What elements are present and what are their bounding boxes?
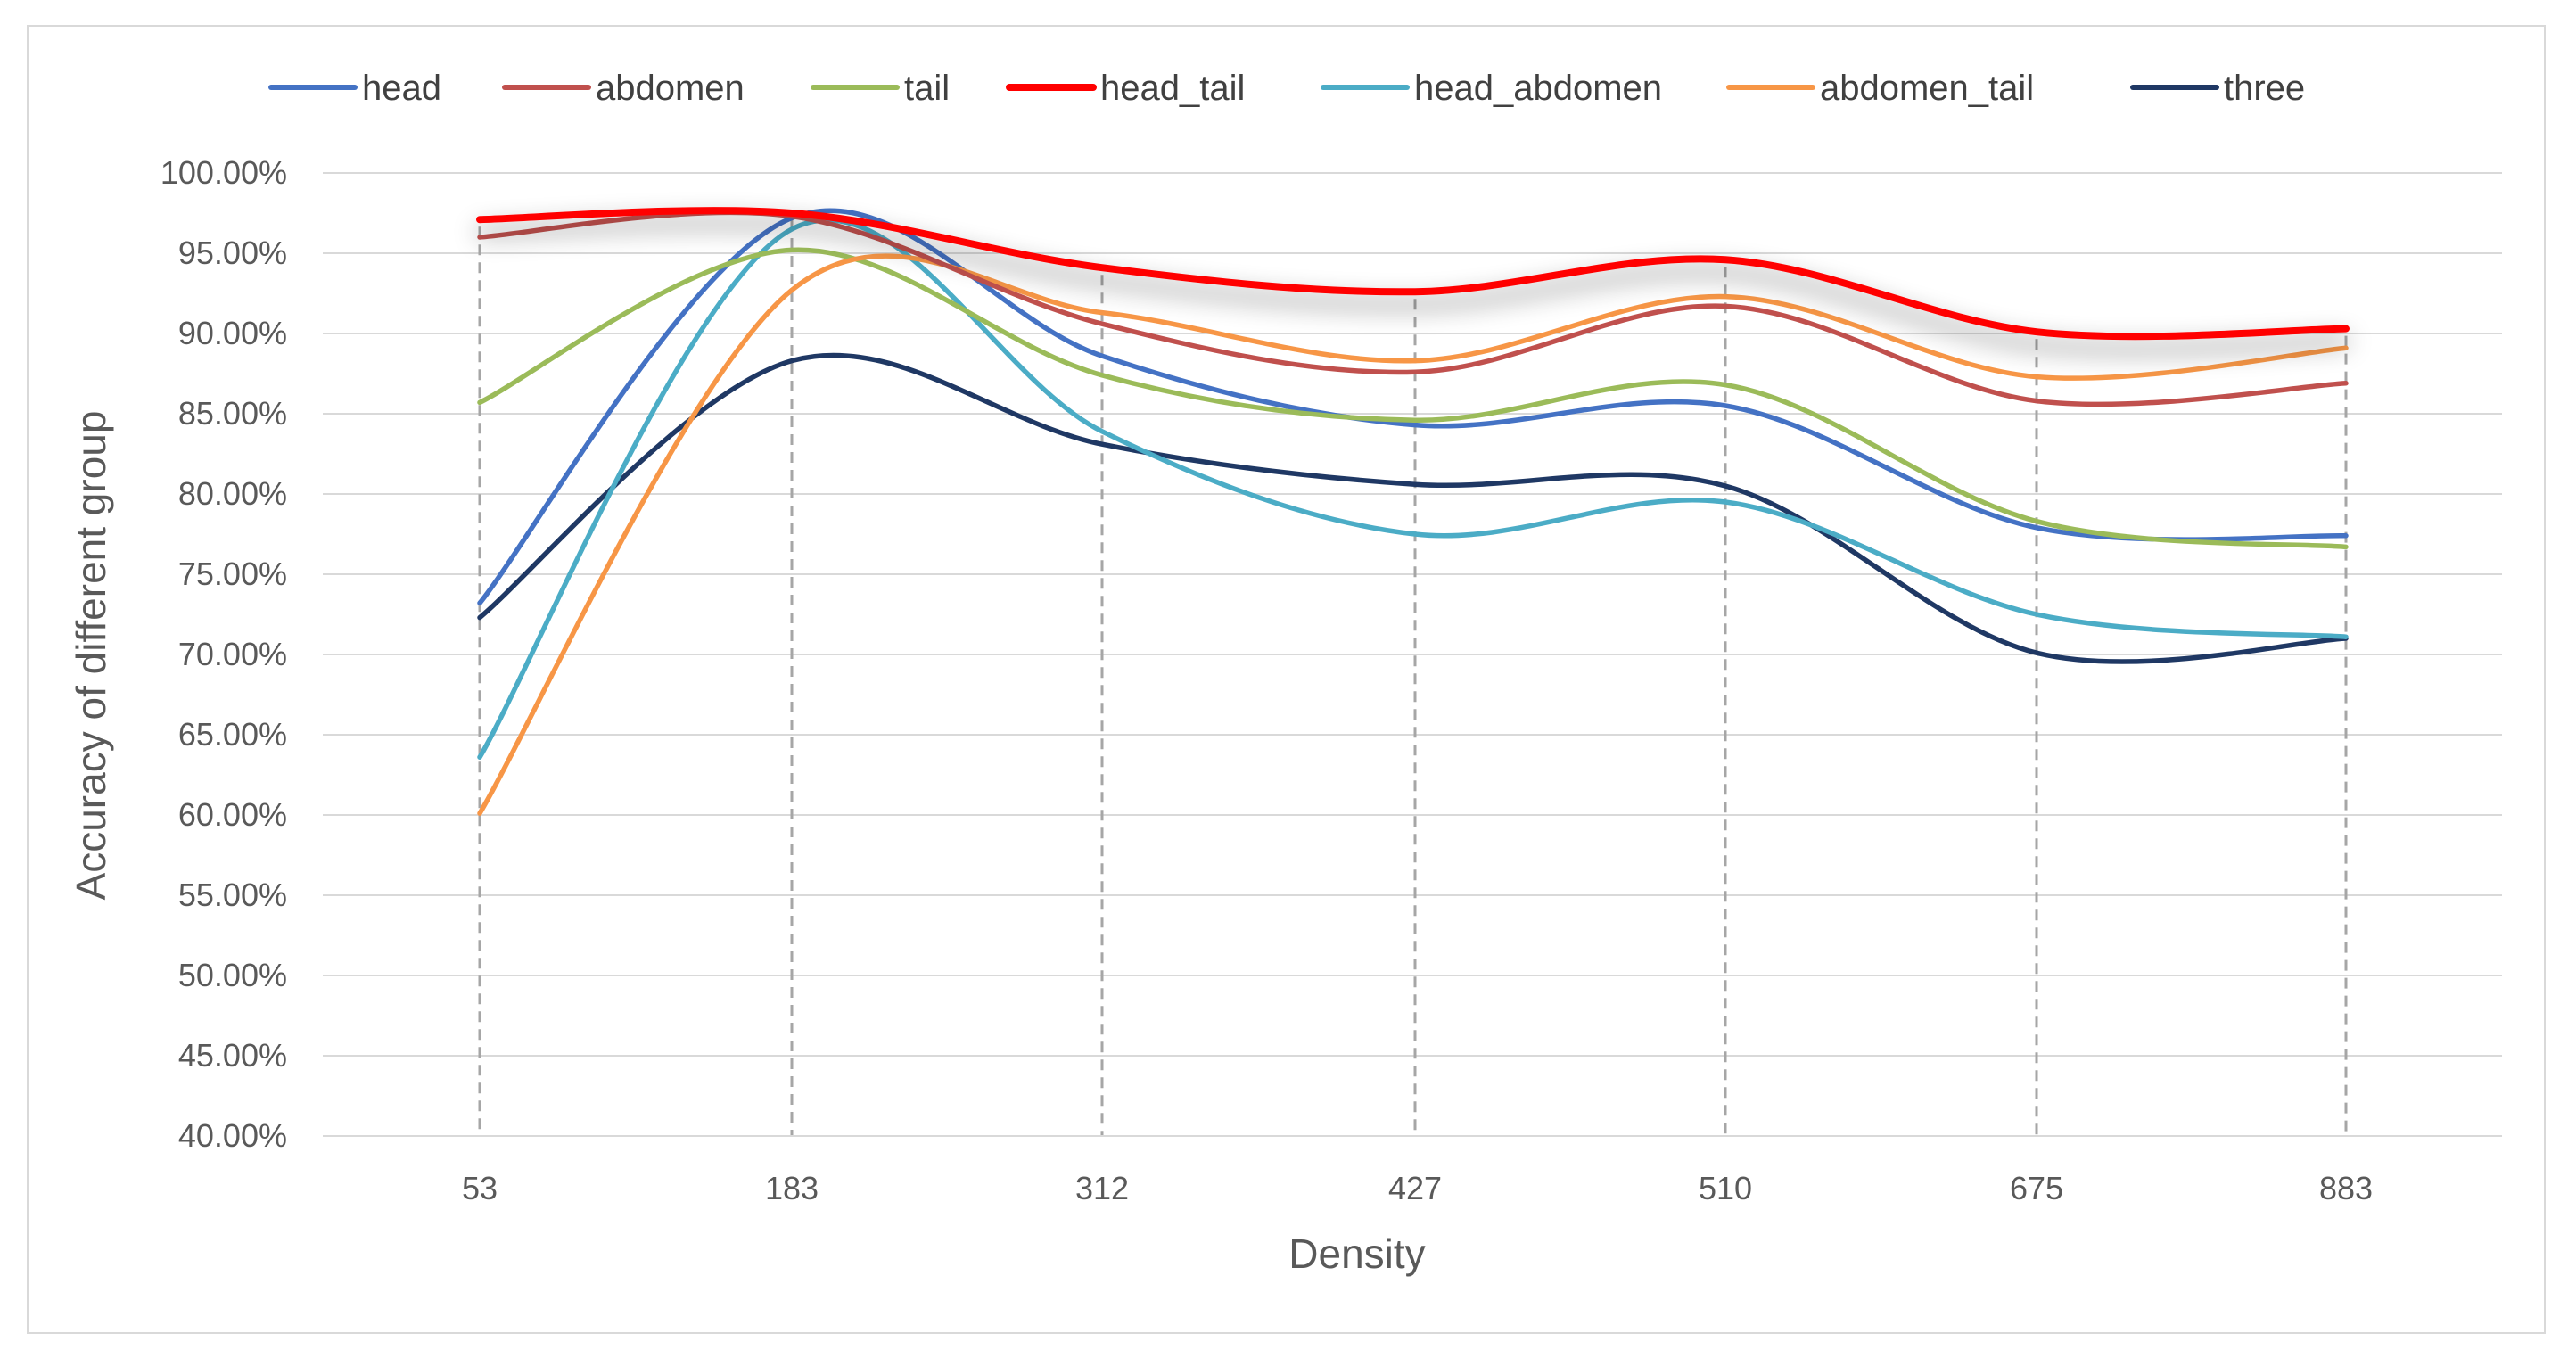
y-axis-title: Accuracy of different group	[68, 411, 114, 901]
y-tick-label: 60.00%	[178, 796, 287, 833]
x-tick-label: 883	[2319, 1170, 2373, 1206]
x-axis-title: Density	[1288, 1230, 1425, 1277]
series-line-head	[477, 208, 2349, 606]
y-tick-label: 55.00%	[178, 877, 287, 913]
legend-item-tail: tail	[811, 69, 950, 108]
legend-item-head: head	[268, 69, 441, 108]
horizontal-gridlines	[323, 172, 2502, 1137]
legend-label: head_tail	[1100, 69, 1245, 108]
legend: head abdomen tail head_tail head_abdomen abdo…	[268, 69, 2305, 108]
legend-label: tail	[904, 69, 950, 108]
legend-label: head	[362, 69, 441, 108]
x-tick-label: 510	[1699, 1170, 1752, 1206]
y-tick-label: 80.00%	[178, 475, 287, 512]
legend-label: abdomen	[596, 69, 745, 108]
y-tick-label: 45.00%	[178, 1037, 287, 1074]
x-tick-label: 427	[1388, 1170, 1442, 1206]
x-tick-label: 183	[765, 1170, 819, 1206]
y-axis-tick-labels: 40.00% 45.00% 50.00% 55.00% 60.00% 65.00% 70.0…	[160, 154, 287, 1154]
legend-item-three: three	[2130, 69, 2305, 108]
legend-item-head-tail: head_tail	[1006, 69, 1245, 108]
y-tick-label: 70.00%	[178, 636, 287, 672]
series-line-head-abdomen	[477, 218, 2349, 760]
vertical-dashed-gridlines	[478, 220, 2348, 1136]
y-tick-label: 50.00%	[178, 957, 287, 993]
x-tick-label: 312	[1075, 1170, 1129, 1206]
x-tick-label: 53	[462, 1170, 498, 1206]
series-line-three	[477, 352, 2349, 664]
chart-frame	[27, 25, 2546, 1334]
legend-label: head_abdomen	[1414, 69, 1662, 108]
legend-label: abdomen_tail	[1820, 69, 2034, 108]
legend-label: three	[2224, 69, 2305, 108]
y-tick-label: 100.00%	[160, 154, 287, 191]
legend-item-abdomen-tail: abdomen_tail	[1726, 69, 2034, 108]
series-line-head-tail	[476, 207, 2350, 341]
y-tick-label: 90.00%	[178, 315, 287, 351]
y-tick-label: 95.00%	[178, 235, 287, 271]
series-line-tail	[477, 247, 2349, 550]
series-lines	[476, 207, 2350, 816]
y-tick-label: 85.00%	[178, 395, 287, 432]
legend-item-abdomen: abdomen	[502, 69, 745, 108]
y-tick-label: 40.00%	[178, 1117, 287, 1154]
y-tick-label: 75.00%	[178, 556, 287, 592]
x-axis-tick-labels: 53 183 312 427 510 675 883	[462, 1170, 2373, 1206]
y-tick-label: 65.00%	[178, 716, 287, 753]
series-line-abdomen-tail	[477, 253, 2349, 816]
legend-item-head-abdomen: head_abdomen	[1321, 69, 1662, 108]
x-tick-label: 675	[2010, 1170, 2063, 1206]
